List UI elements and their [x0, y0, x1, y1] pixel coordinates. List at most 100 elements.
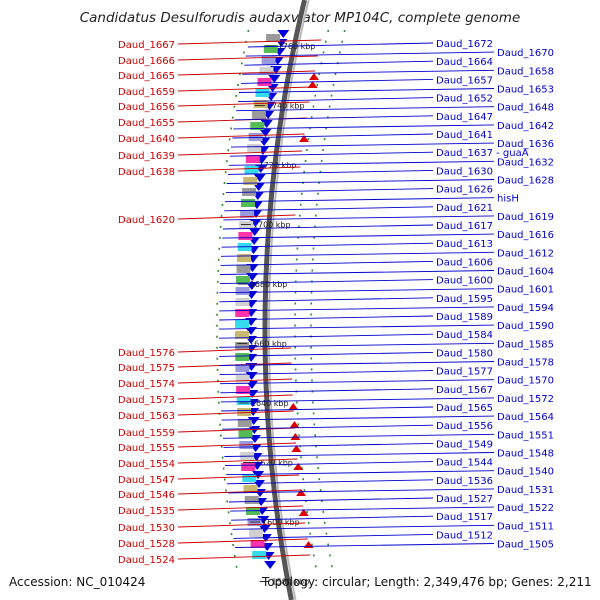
reverse-gene-arrow [299, 135, 309, 142]
right-gene-label: Daud_1636 [497, 139, 554, 150]
left-gene-label: Daud_1554 [118, 459, 175, 470]
feature-block [236, 397, 251, 405]
reverse-gene-arrow [307, 81, 318, 88]
right-callout [222, 224, 434, 230]
left-callout [177, 522, 306, 528]
right-gene-label: Daud_1653 [497, 85, 554, 96]
feature-block [251, 111, 266, 119]
left-callout [177, 166, 301, 172]
right-gene-label: Daud_1551 [497, 430, 554, 441]
right-gene-label: Daud_1664 [436, 57, 493, 68]
forward-gene-arrow [259, 129, 272, 137]
right-callout [220, 251, 495, 257]
right-callout [236, 106, 495, 112]
feature-block [250, 122, 265, 130]
left-callout [177, 133, 305, 139]
right-gene-label: Daud_1517 [436, 512, 493, 523]
left-gene-label: Daud_1639 [118, 151, 175, 162]
left-callout-lines [177, 39, 322, 560]
left-callout [177, 538, 308, 544]
feature-block [261, 56, 276, 64]
feature-block [241, 463, 256, 471]
feature-block [248, 133, 263, 141]
right-callout [223, 215, 495, 221]
right-gene-label: Daud_1600 [436, 276, 493, 287]
left-callout [177, 39, 322, 45]
feature-block [263, 45, 278, 53]
right-callout [224, 206, 434, 212]
backbone-highlight [268, 0, 310, 600]
reverse-gene-arrow [298, 509, 309, 516]
left-gene-label: Daud_1530 [118, 523, 175, 534]
forward-gene-arrow [246, 273, 259, 281]
right-gene-label: Daud_1556 [436, 421, 493, 432]
right-gene-label: Daud_1613 [436, 239, 493, 250]
feature-block [235, 298, 250, 306]
feature-block [257, 78, 272, 86]
left-gene-label: Daud_1535 [118, 506, 175, 517]
left-gene-label: Daud_1559 [118, 428, 175, 439]
feature-block [237, 419, 252, 427]
right-callout [224, 461, 434, 467]
right-callout [221, 415, 495, 421]
kbp-label: 1580 kbp [272, 578, 310, 587]
feature-block [266, 34, 281, 42]
feature-block [237, 408, 252, 416]
right-callout [221, 406, 434, 412]
right-callout [234, 115, 434, 121]
track-inner [294, 29, 330, 577]
right-gene-label: Daud_1657 [436, 75, 493, 86]
forward-gene-arrow [277, 30, 290, 38]
kbp-label: 1720 kbp [259, 161, 297, 170]
feature-block [235, 309, 250, 317]
reverse-gene-arrow [296, 489, 307, 496]
left-callout [177, 489, 301, 495]
feature-block [235, 364, 250, 372]
right-callout [219, 315, 434, 321]
right-callout [247, 42, 434, 48]
kbp-label: 1620 kbp [255, 459, 293, 468]
position-markers: 1760 kbp 1740 kbp 1720 kbp 1700 kbp 1680 kbp… [237, 42, 315, 587]
track-right [216, 29, 250, 577]
left-gene-label: Daud_1638 [118, 167, 175, 178]
right-gene-label: Daud_1612 [497, 248, 554, 259]
left-gene-label: Daud_1546 [118, 490, 175, 501]
feature-block [244, 496, 259, 504]
right-gene-label: Daud_1580 [436, 348, 493, 359]
left-gene-label: Daud_1656 [118, 102, 175, 113]
left-gene-label: Daud_1620 [118, 215, 175, 226]
right-gene-label: Daud_1505 [497, 540, 554, 551]
feature-block [255, 89, 270, 97]
left-gene-labels: Daud_1667 Daud_1666 Daud_1665 Daud_1659 Daud… [118, 40, 175, 566]
reverse-gene-arrow [309, 73, 319, 80]
right-gene-label: Daud_1630 [436, 166, 493, 177]
left-callout [177, 427, 295, 433]
right-gene-label: Daud_1577 [436, 367, 493, 378]
topology-text: Topology: circular; Length: 2,349,476 bp… [261, 575, 592, 589]
right-callout [226, 179, 495, 184]
left-gene-label: Daud_1575 [118, 363, 175, 374]
feature-block [235, 320, 249, 328]
feature-block [245, 155, 260, 163]
right-gene-label: Daud_1522 [497, 503, 554, 514]
feature-block [252, 551, 267, 559]
kbp-label: 1680 kbp [250, 280, 288, 289]
right-callout [230, 142, 495, 148]
right-callout [226, 479, 434, 485]
right-gene-label: Daud_1567 [436, 385, 493, 396]
right-gene-label: Daud_1540 [497, 467, 554, 478]
feature-block [243, 485, 258, 493]
left-callout [177, 474, 300, 480]
feature-block [236, 265, 251, 273]
right-gene-label: Daud_1658 [497, 66, 554, 77]
right-callout [222, 424, 434, 430]
right-gene-label: Daud_1621 [436, 203, 493, 214]
right-callout [228, 497, 434, 503]
right-gene-label: Daud_1648 [497, 103, 554, 114]
left-callout [177, 347, 292, 353]
right-gene-label: Daud_1570 [497, 376, 554, 387]
right-callout [218, 333, 434, 339]
feature-block [238, 232, 253, 240]
right-callout [232, 133, 434, 139]
